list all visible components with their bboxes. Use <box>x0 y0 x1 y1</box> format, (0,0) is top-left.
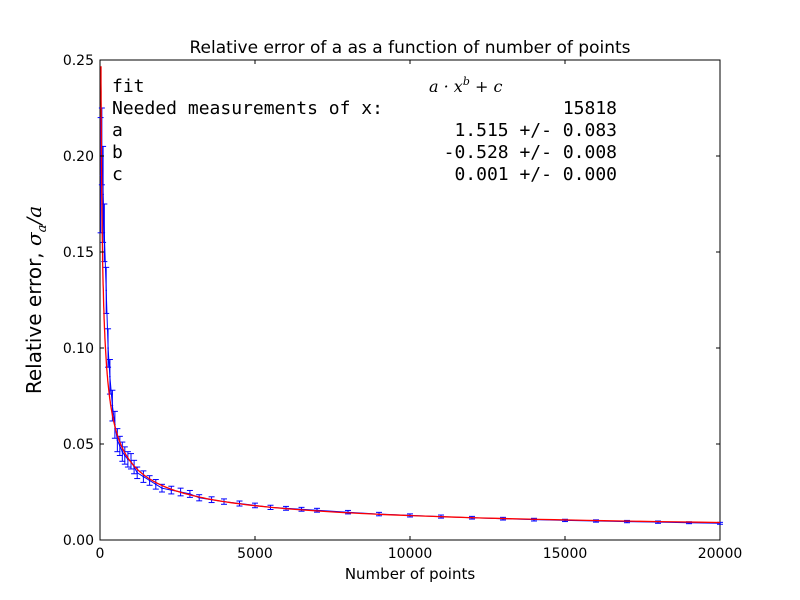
data-point <box>109 376 111 378</box>
x-axis-label: Number of points <box>345 565 476 583</box>
error-bar <box>196 494 203 502</box>
x-tick-label: 20000 <box>698 546 743 562</box>
error-bar <box>131 459 138 475</box>
annotation-a-value: 1.515 +/- 0.083 <box>454 120 617 141</box>
data-point <box>124 454 126 457</box>
plot-area <box>99 59 721 541</box>
chart-title: Relative error of a as a function of num… <box>189 38 630 58</box>
data-point <box>148 479 151 482</box>
data-point <box>155 483 157 486</box>
data-point <box>105 289 107 292</box>
y-tick-label: 0.00 <box>63 533 94 549</box>
y-tick-label: 0.20 <box>63 149 94 165</box>
x-tick-label: 5000 <box>237 546 273 562</box>
annotation-needed-value: 15818 <box>563 98 617 119</box>
error-bar <box>140 470 147 483</box>
y-axis-label-subscript: a <box>35 225 50 233</box>
error-bar <box>121 446 128 465</box>
annotation-c-value: 0.001 +/- 0.000 <box>454 164 617 185</box>
y-tick-label: 0.25 <box>63 53 94 69</box>
error-bar <box>152 479 159 490</box>
error-bar <box>100 145 107 243</box>
annotation-needed-label: Needed measurements of x: <box>112 98 383 119</box>
data-point <box>142 475 145 478</box>
data-point <box>121 450 124 453</box>
data-point <box>136 472 138 474</box>
data-point <box>107 347 109 349</box>
data-point <box>102 193 104 196</box>
x-tick-label: 0 <box>96 546 105 562</box>
fit-curve <box>100 66 721 524</box>
data-point <box>103 232 106 234</box>
data-point <box>111 404 114 407</box>
ticks-layer: 0 5000 10000 15000 20000 0.00 0.05 0.10 0.15 0.20… <box>63 53 742 562</box>
annotation-b-value: -0.528 +/- 0.008 <box>444 142 617 163</box>
annotation-c-label: c <box>112 164 123 185</box>
x-tick-label: 10000 <box>388 546 433 562</box>
annotation-fit-formula: a · xb + c <box>429 75 502 96</box>
y-axis-label-text: Relative error, <box>22 246 46 394</box>
annotation-fit-label: fit <box>112 76 145 97</box>
data-point <box>116 439 119 441</box>
y-tick-label: 0.05 <box>63 437 94 453</box>
annotation-b-label: b <box>112 142 123 163</box>
y-tick-label: 0.15 <box>63 245 94 261</box>
y-axis-label-divisor: /a <box>22 206 46 227</box>
data-point <box>161 487 163 489</box>
y-axis-label-math: σa/a <box>22 206 50 246</box>
series-layer <box>97 66 723 525</box>
data-point <box>119 445 121 447</box>
y-tick-label: 0.10 <box>63 341 94 357</box>
y-axis-label: Relative error, σa/a <box>22 206 50 394</box>
fit-annotation: fit a · xb + c Needed measurements of x:… <box>112 75 617 185</box>
error-bar <box>146 475 153 486</box>
x-tick-label: 15000 <box>543 546 588 562</box>
annotation-a-label: a <box>112 120 123 141</box>
error-bar <box>124 451 131 468</box>
error-bar <box>106 359 113 395</box>
